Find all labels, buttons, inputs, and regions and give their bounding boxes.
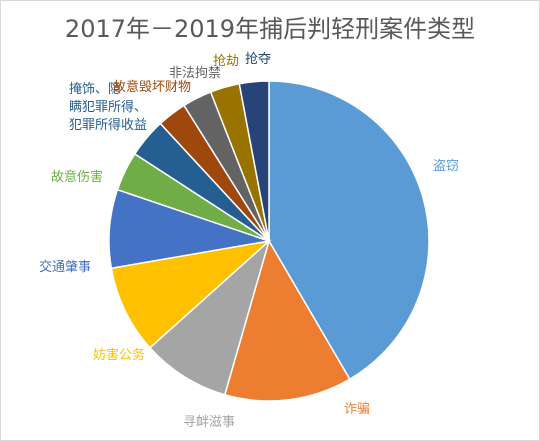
slice-label: 抢夺 [245, 51, 271, 67]
slice-label: 抢劫 [213, 53, 239, 69]
slice-label: 掩饰、隐瞒犯罪所得、犯罪所得收益 [69, 82, 147, 133]
pie-slice [148, 238, 271, 396]
pie-slice [268, 80, 430, 381]
slice-label: 交通肇事 [39, 259, 91, 275]
slice-label: 盗窃 [433, 158, 459, 174]
pie-slice [238, 80, 270, 242]
slice-label: 故意毁坏财物 [113, 79, 191, 95]
slice-label: 非法拘禁 [169, 66, 221, 81]
slice-label: 故意伤害 [51, 169, 103, 185]
pie-slice [223, 239, 351, 402]
slice-label: 诈骗 [344, 402, 370, 417]
slice-label: 寻衅滋事 [183, 415, 235, 430]
chart-title: 2017年－2019年捕后判轻刑案件类型 [64, 15, 476, 43]
slice-label: 妨害公务 [93, 347, 145, 363]
pie-slice [110, 239, 272, 349]
